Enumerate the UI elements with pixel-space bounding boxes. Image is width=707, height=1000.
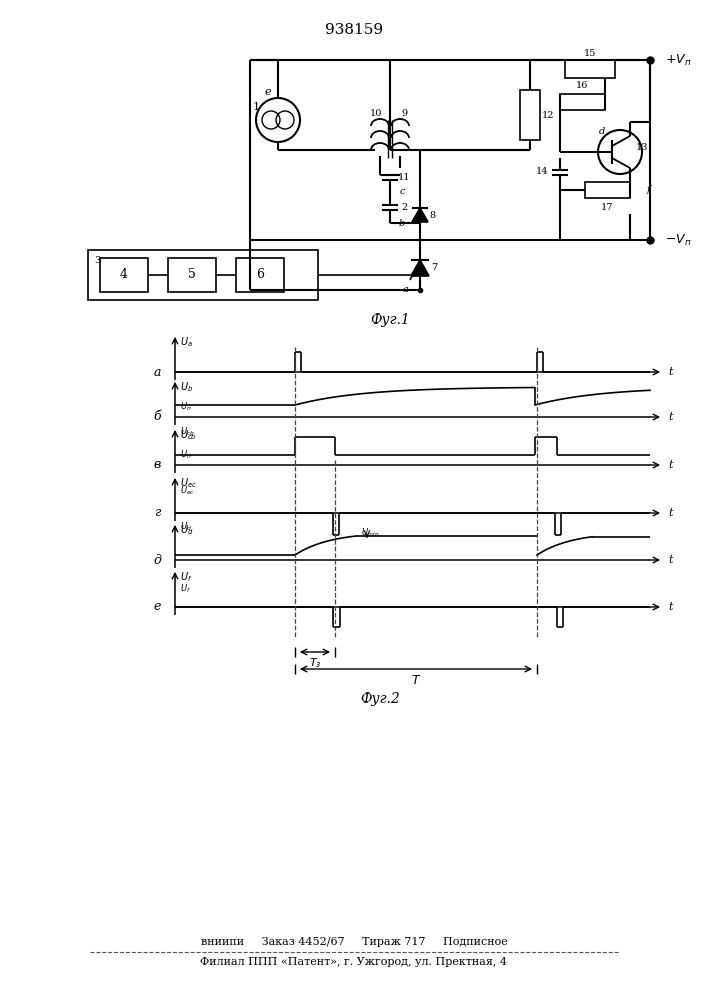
Text: Фуг.1: Фуг.1	[370, 313, 410, 327]
Text: $T_з$: $T_з$	[309, 656, 321, 670]
Text: 8: 8	[429, 211, 435, 220]
Text: в: в	[153, 458, 160, 472]
Text: 12: 12	[542, 110, 554, 119]
Text: 9: 9	[401, 109, 407, 118]
Text: $U_d$: $U_d$	[180, 523, 194, 537]
Text: 7: 7	[431, 263, 437, 272]
Text: $U_{ec}$: $U_{ec}$	[180, 485, 195, 497]
Text: 15: 15	[584, 49, 596, 58]
Text: 1: 1	[252, 102, 259, 112]
Text: f: f	[646, 186, 650, 194]
Text: б: б	[153, 410, 160, 424]
Text: $U_{min}$: $U_{min}$	[361, 527, 380, 539]
Text: $U_п$: $U_п$	[180, 401, 192, 413]
Text: г: г	[154, 506, 160, 520]
Text: $T$: $T$	[411, 674, 421, 686]
Text: $U_f$: $U_f$	[180, 570, 192, 584]
Bar	[88, 250, 318, 300]
Bar	[565, 60, 615, 78]
Text: 938159: 938159	[325, 23, 383, 37]
Text: c: c	[399, 186, 404, 196]
Bar	[560, 94, 605, 110]
Bar	[520, 90, 540, 140]
Text: $U_{ec}$: $U_{ec}$	[180, 476, 197, 490]
Text: t: t	[669, 508, 673, 518]
Text: $U_a$: $U_a$	[180, 335, 193, 349]
Text: t: t	[669, 367, 673, 377]
Text: 2: 2	[401, 202, 407, 212]
Text: 17: 17	[601, 202, 613, 212]
Bar	[236, 258, 284, 292]
Text: 6: 6	[256, 268, 264, 282]
Text: $U_d$: $U_d$	[180, 521, 192, 533]
Text: 16: 16	[575, 82, 588, 91]
Text: t: t	[669, 602, 673, 612]
Text: $U_f$: $U_f$	[180, 583, 191, 595]
Polygon shape	[411, 260, 429, 276]
Text: а: а	[153, 365, 160, 378]
Bar	[168, 258, 216, 292]
Text: $U_{cb}$: $U_{cb}$	[180, 428, 197, 442]
Text: $U_{cb}$: $U_{cb}$	[180, 426, 195, 438]
Bar	[100, 258, 148, 292]
Text: $+V_п$: $+V_п$	[665, 52, 691, 68]
Text: t: t	[669, 460, 673, 470]
Text: $U_п$: $U_п$	[180, 449, 192, 461]
Bar	[585, 182, 630, 198]
Polygon shape	[412, 208, 428, 222]
Text: b: b	[399, 219, 405, 228]
Text: 14: 14	[536, 167, 548, 176]
Text: е: е	[153, 600, 160, 613]
Text: 10: 10	[370, 109, 382, 118]
Text: t: t	[669, 555, 673, 565]
Text: a: a	[403, 286, 409, 294]
Text: e: e	[264, 87, 271, 97]
Text: Филиал ППП «Патент», г. Ужгород, ул. Пректная, 4: Филиал ППП «Патент», г. Ужгород, ул. Пре…	[201, 957, 508, 967]
Text: 5: 5	[188, 268, 196, 282]
Text: t: t	[669, 412, 673, 422]
Text: 13: 13	[636, 142, 648, 151]
Text: Фуг.2: Фуг.2	[360, 692, 400, 706]
Text: $U_b$: $U_b$	[180, 380, 193, 394]
Text: д: д	[153, 554, 161, 566]
Text: вниипи     Заказ 4452/67     Тираж 717     Подписное: вниипи Заказ 4452/67 Тираж 717 Подписное	[201, 937, 508, 947]
Text: d: d	[599, 127, 605, 136]
Text: $-V_п$: $-V_п$	[665, 232, 691, 248]
Text: 3: 3	[94, 256, 100, 265]
Text: 11: 11	[398, 172, 410, 182]
Text: 4: 4	[120, 268, 128, 282]
